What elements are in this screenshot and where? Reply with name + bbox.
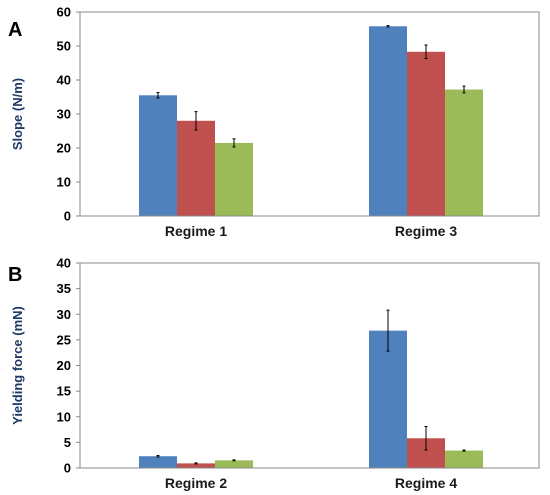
y-tick-label: 40 bbox=[57, 73, 71, 88]
bar-regime-1-series-2 bbox=[177, 120, 215, 216]
y-tick-label: 60 bbox=[57, 5, 71, 20]
panel-letter: B bbox=[8, 264, 22, 286]
y-tick-label: 10 bbox=[57, 409, 71, 424]
x-category-label: Regime 4 bbox=[395, 475, 457, 491]
x-category-label: Regime 3 bbox=[395, 223, 457, 239]
bar-regime-1-series-3 bbox=[215, 142, 253, 216]
bar-regime-2-series-2 bbox=[177, 463, 215, 468]
y-tick-label: 15 bbox=[57, 384, 71, 399]
y-tick-label: 5 bbox=[64, 435, 71, 450]
y-tick-label: 30 bbox=[57, 107, 71, 122]
bar-regime-4-series-1 bbox=[369, 330, 407, 468]
bar-regime-2-series-1 bbox=[139, 456, 177, 468]
y-tick-label: 0 bbox=[64, 461, 71, 476]
chart-panel-a: A 0 10 20 30 40 50 60 Slope (N/m) Regime 1 Regime … bbox=[8, 5, 540, 239]
y-tick-label: 25 bbox=[57, 332, 71, 347]
bar-regime-1-series-1 bbox=[139, 95, 177, 216]
y-tick-label: 0 bbox=[64, 209, 71, 224]
bar-regime-3-series-1 bbox=[369, 26, 407, 217]
x-category-label: Regime 1 bbox=[165, 223, 227, 239]
y-tick-label: 20 bbox=[57, 141, 71, 156]
y-tick-label: 10 bbox=[57, 175, 71, 190]
y-tick-label: 20 bbox=[57, 358, 71, 373]
bar-regime-2-series-3 bbox=[215, 460, 253, 468]
panel-letter: A bbox=[8, 19, 22, 41]
y-tick-label: 50 bbox=[57, 39, 71, 54]
plot-area-frame bbox=[79, 262, 540, 469]
bar-regime-3-series-3 bbox=[445, 89, 483, 216]
bar-regime-3-series-2 bbox=[407, 51, 445, 216]
y-axis-title: Yielding force (mN) bbox=[10, 306, 25, 425]
y-tick-label: 30 bbox=[57, 307, 71, 322]
x-category-label: Regime 2 bbox=[165, 475, 227, 491]
bar-regime-4-series-3 bbox=[445, 450, 483, 468]
y-tick-label: 40 bbox=[57, 256, 71, 271]
y-axis-title: Slope (N/m) bbox=[10, 78, 25, 150]
chart-panel-b: B 0 5 10 15 20 25 30 35 40 Yielding force (mN) Regi… bbox=[8, 256, 540, 491]
y-tick-label: 35 bbox=[57, 281, 71, 296]
